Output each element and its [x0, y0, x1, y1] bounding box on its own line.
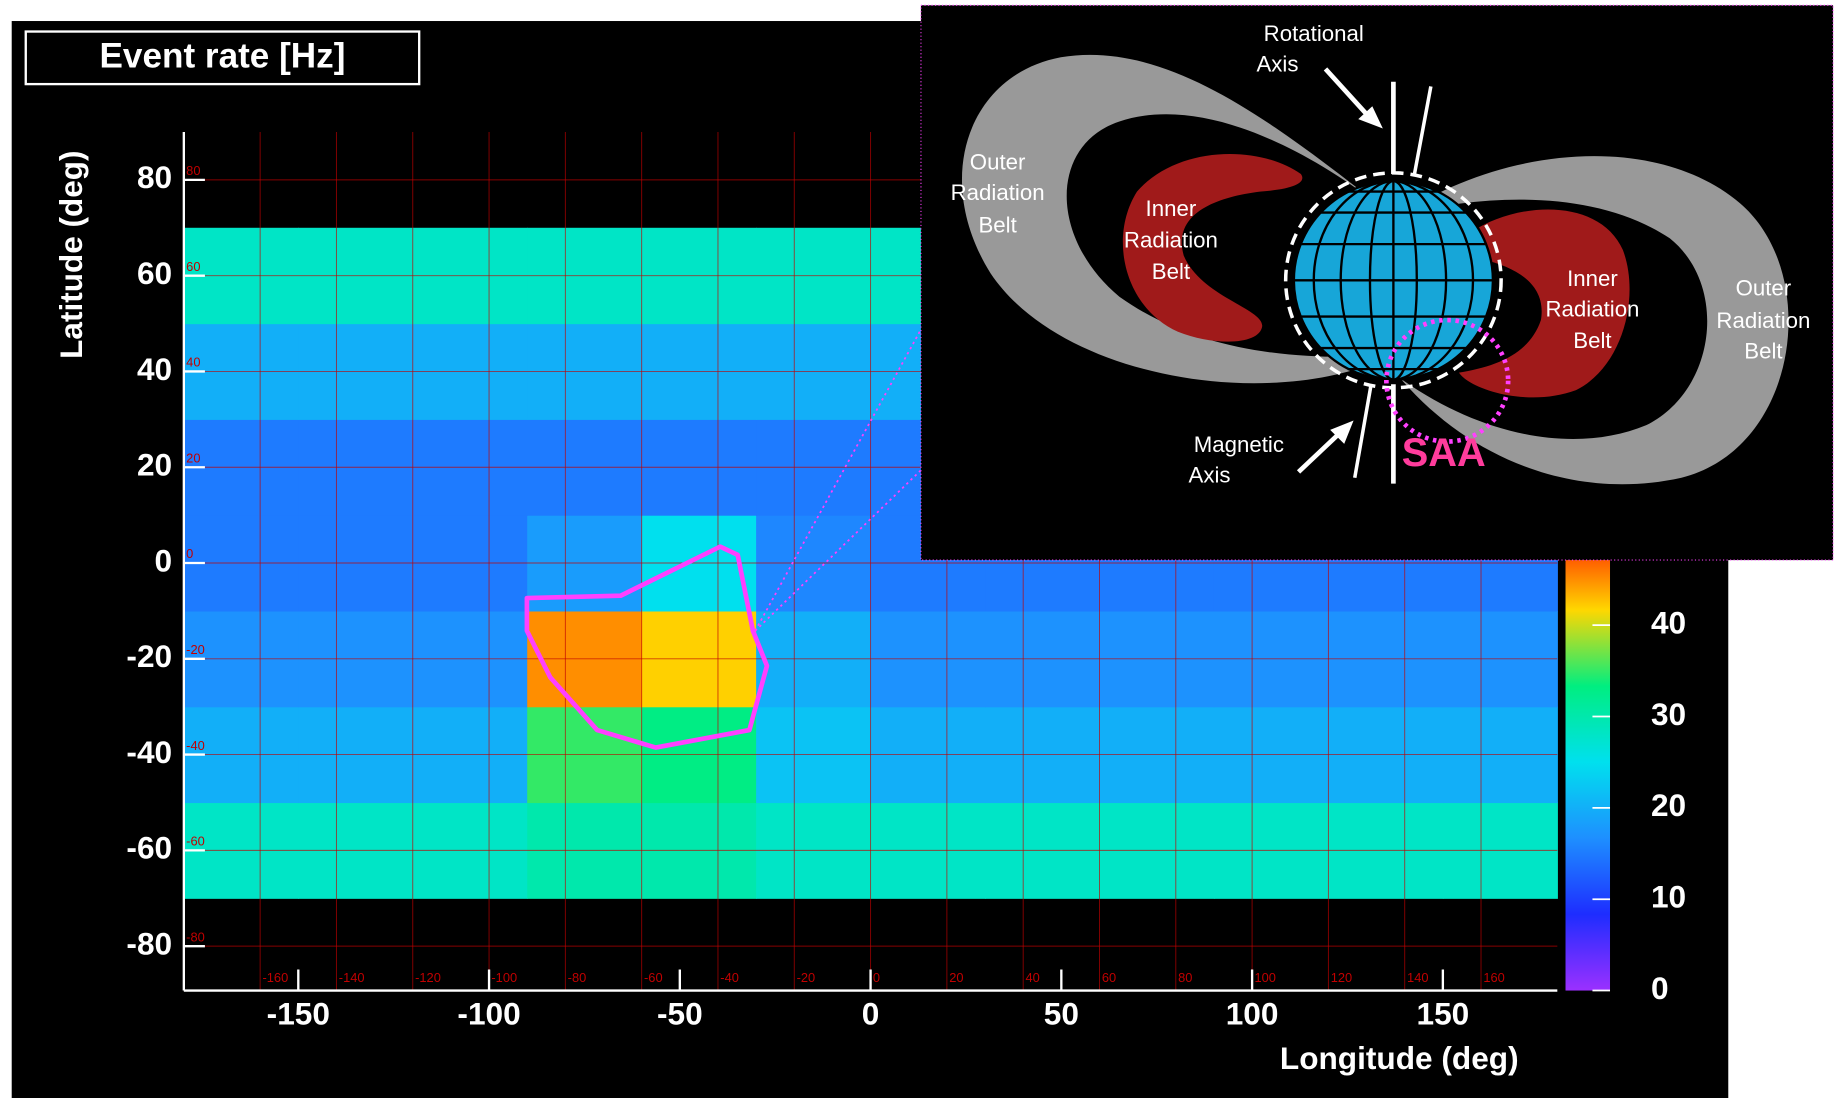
- label: Outer: [970, 149, 1026, 174]
- label: Rotational: [1264, 21, 1364, 46]
- map-grid-label: 0: [873, 970, 880, 985]
- map-grid-label: -120: [415, 970, 441, 985]
- map-grid-label: -40: [186, 738, 205, 753]
- map-grid-label: 120: [1331, 970, 1352, 985]
- x-tick-label: 0: [862, 996, 880, 1032]
- y-tick-label: 80: [137, 159, 172, 195]
- label: Belt: [1152, 259, 1191, 284]
- y-tick-label: -20: [126, 638, 172, 674]
- map-grid-label: -160: [262, 970, 288, 985]
- x-axis-label: Longitude (deg): [1280, 1040, 1519, 1076]
- x-tick-label: -50: [657, 996, 703, 1032]
- map-grid-label: 40: [186, 355, 200, 370]
- y-tick-label: 60: [137, 255, 172, 291]
- map-grid-label: 80: [1178, 970, 1192, 985]
- label: Inner: [1146, 196, 1197, 221]
- label: Radiation: [951, 180, 1045, 205]
- map-grid-label: -20: [797, 970, 816, 985]
- map-grid-label: -60: [644, 970, 663, 985]
- colorbar-scale: [1566, 534, 1610, 991]
- map-grid-label: 60: [186, 259, 200, 274]
- map-grid-label: -140: [339, 970, 365, 985]
- map-grid-label: -40: [720, 970, 739, 985]
- y-axis-label: Latitude (deg): [53, 150, 89, 358]
- label: Magnetic: [1194, 432, 1284, 457]
- colorbar-tick-label: 10: [1651, 879, 1686, 915]
- map-grid-label: 160: [1483, 970, 1504, 985]
- x-tick-label: 150: [1416, 996, 1469, 1032]
- map-grid-label: -20: [186, 642, 205, 657]
- page: {"chart_data":{"type":"heatmap","title":…: [0, 0, 1836, 1098]
- label: Inner: [1567, 266, 1618, 291]
- y-tick-label: 20: [137, 447, 172, 483]
- x-tick-label: -100: [457, 996, 520, 1032]
- map-grid-label: 100: [1254, 970, 1275, 985]
- colorbar-tick-label: 40: [1651, 605, 1686, 641]
- label: Radiation: [1716, 308, 1810, 333]
- colorbar-tick-label: 0: [1651, 970, 1669, 1006]
- map-grid-label: -80: [186, 929, 205, 944]
- map-grid-label: -80: [568, 970, 587, 985]
- map-grid-label: 20: [949, 970, 963, 985]
- map-grid-label: 0: [186, 546, 193, 561]
- map-grid-label: 60: [1102, 970, 1116, 985]
- y-tick-label: -80: [126, 926, 172, 962]
- x-tick-label: 50: [1044, 996, 1079, 1032]
- y-tick-label: -40: [126, 734, 172, 770]
- x-tick-label: 100: [1226, 996, 1279, 1032]
- label: Radiation: [1545, 297, 1639, 322]
- inset-diagram: Rotational Axis Outer Radiation Belt Inn…: [921, 5, 1833, 560]
- chart: -160-140-120-100-80-60-40-20020406080100…: [0, 0, 1836, 1098]
- map-grid-label: 20: [186, 450, 200, 465]
- map-grid-label: 40: [1026, 970, 1040, 985]
- y-tick-label: 40: [137, 351, 172, 387]
- label: Belt: [1744, 339, 1783, 364]
- y-tick-label: -60: [126, 830, 172, 866]
- map-grid-label: -60: [186, 834, 205, 849]
- label: Belt: [978, 213, 1017, 238]
- map-grid-label: -100: [491, 970, 517, 985]
- colorbar-tick-label: 30: [1651, 696, 1686, 732]
- map-grid-label: 140: [1407, 970, 1428, 985]
- label: Outer: [1736, 276, 1792, 301]
- label: Axis: [1189, 462, 1231, 487]
- x-tick-label: -150: [267, 996, 330, 1032]
- label: Axis: [1256, 51, 1298, 76]
- saa-label: SAA: [1402, 431, 1486, 475]
- chart-title: Event rate [Hz]: [100, 37, 346, 76]
- map-grid-label: 80: [186, 163, 200, 178]
- y-tick-label: 0: [155, 542, 173, 578]
- label: Radiation: [1124, 228, 1218, 253]
- colorbar-tick-label: 20: [1651, 787, 1686, 823]
- label: Belt: [1573, 328, 1612, 353]
